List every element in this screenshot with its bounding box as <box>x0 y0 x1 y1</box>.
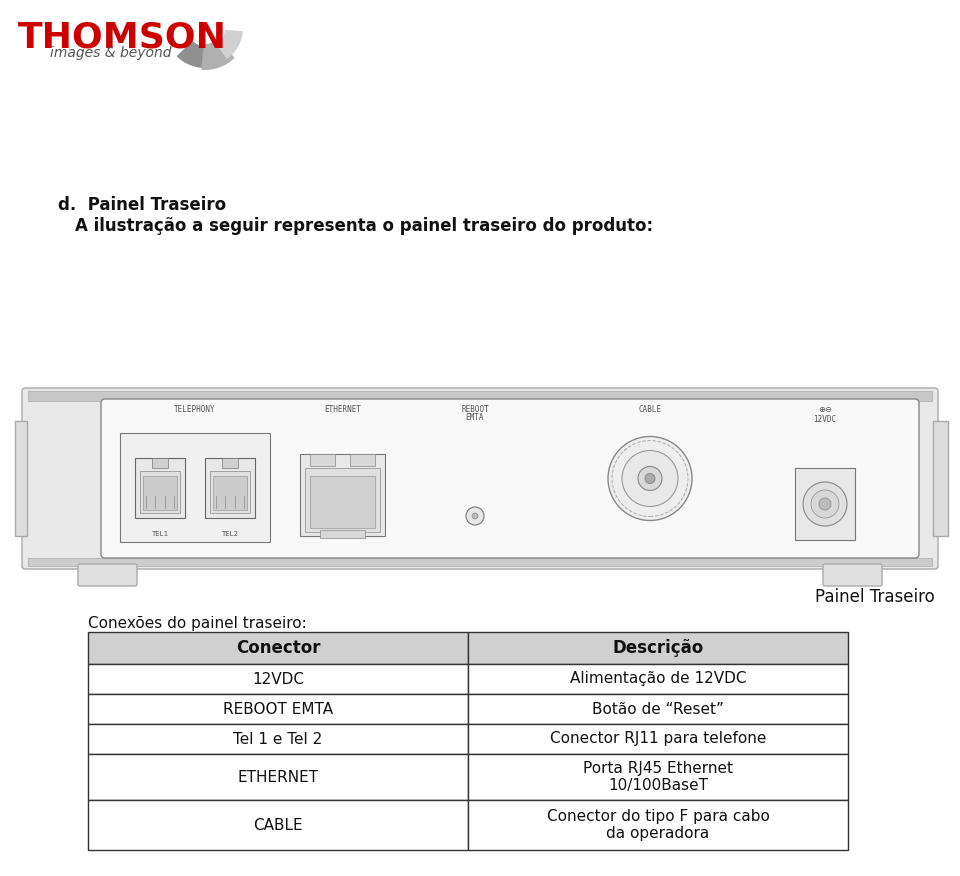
Bar <box>210 470 250 512</box>
Bar <box>88 800 468 850</box>
Bar <box>15 421 27 536</box>
Circle shape <box>608 436 692 520</box>
Bar <box>222 457 238 468</box>
Bar <box>933 421 948 536</box>
Wedge shape <box>202 28 234 70</box>
Text: ETHERNET: ETHERNET <box>324 405 361 414</box>
Wedge shape <box>205 28 225 45</box>
Bar <box>310 454 335 466</box>
Bar <box>143 476 177 510</box>
Text: TEL2: TEL2 <box>222 531 238 537</box>
Text: TELEPHONY: TELEPHONY <box>174 405 216 414</box>
Text: Alimentação de 12VDC: Alimentação de 12VDC <box>569 672 746 687</box>
Bar <box>88 754 468 800</box>
Text: ETHERNET: ETHERNET <box>237 769 319 785</box>
Text: CABLE: CABLE <box>253 817 302 832</box>
Bar <box>310 476 375 528</box>
Text: TEL1: TEL1 <box>152 531 169 537</box>
Text: REBOOT EMTA: REBOOT EMTA <box>223 702 333 717</box>
Bar <box>88 664 468 694</box>
Bar <box>88 724 468 754</box>
Bar <box>135 457 185 518</box>
Bar <box>300 454 385 536</box>
FancyBboxPatch shape <box>22 388 938 569</box>
Text: EMTA: EMTA <box>466 413 484 422</box>
Text: CABLE: CABLE <box>638 405 661 414</box>
Text: 12VDC: 12VDC <box>252 672 304 687</box>
Circle shape <box>466 507 484 525</box>
Bar <box>28 391 932 401</box>
Circle shape <box>819 498 831 510</box>
Bar <box>468 694 848 724</box>
Text: Conexões do painel traseiro:: Conexões do painel traseiro: <box>88 616 307 631</box>
Circle shape <box>803 482 847 526</box>
Text: A ilustração a seguir representa o painel traseiro do produto:: A ilustração a seguir representa o paine… <box>75 217 653 235</box>
Text: images & beyond: images & beyond <box>50 46 172 60</box>
Bar <box>350 454 375 466</box>
Wedge shape <box>192 28 207 46</box>
Bar <box>468 664 848 694</box>
Bar <box>468 800 848 850</box>
Bar <box>305 468 380 532</box>
Text: Porta RJ45 Ethernet
10/100BaseT: Porta RJ45 Ethernet 10/100BaseT <box>583 760 733 793</box>
Text: Conector do tipo F para cabo
da operadora: Conector do tipo F para cabo da operador… <box>546 809 769 841</box>
Bar <box>88 632 468 664</box>
Bar <box>205 457 255 518</box>
Bar <box>468 632 848 664</box>
FancyBboxPatch shape <box>78 564 137 586</box>
Text: d.  Painel Traseiro: d. Painel Traseiro <box>58 196 227 214</box>
Text: ⊕⊖: ⊕⊖ <box>818 405 832 414</box>
Text: REBOOT: REBOOT <box>461 405 489 414</box>
Circle shape <box>638 467 662 491</box>
Wedge shape <box>205 28 243 59</box>
Bar <box>28 558 932 566</box>
Text: Painel Traseiro: Painel Traseiro <box>815 588 935 606</box>
Bar <box>468 754 848 800</box>
Circle shape <box>645 474 655 484</box>
Circle shape <box>622 450 678 506</box>
Text: Botão de “Reset”: Botão de “Reset” <box>592 702 724 717</box>
Bar <box>468 724 848 754</box>
Text: Conector: Conector <box>236 639 321 657</box>
Bar <box>213 476 247 510</box>
Wedge shape <box>203 28 217 44</box>
Bar <box>152 457 168 468</box>
Text: Conector RJ11 para telefone: Conector RJ11 para telefone <box>550 731 766 746</box>
Text: Descrição: Descrição <box>612 639 704 657</box>
FancyBboxPatch shape <box>101 399 919 558</box>
Bar <box>795 468 855 540</box>
Bar <box>320 530 365 538</box>
Text: THOMSON: THOMSON <box>18 20 227 54</box>
FancyBboxPatch shape <box>823 564 882 586</box>
Circle shape <box>811 490 839 518</box>
Bar <box>140 470 180 512</box>
Bar <box>120 433 270 542</box>
Bar <box>88 694 468 724</box>
Text: Tel 1 e Tel 2: Tel 1 e Tel 2 <box>233 731 323 746</box>
Circle shape <box>472 513 478 519</box>
Text: 12VDC: 12VDC <box>813 415 836 424</box>
Wedge shape <box>177 28 208 68</box>
